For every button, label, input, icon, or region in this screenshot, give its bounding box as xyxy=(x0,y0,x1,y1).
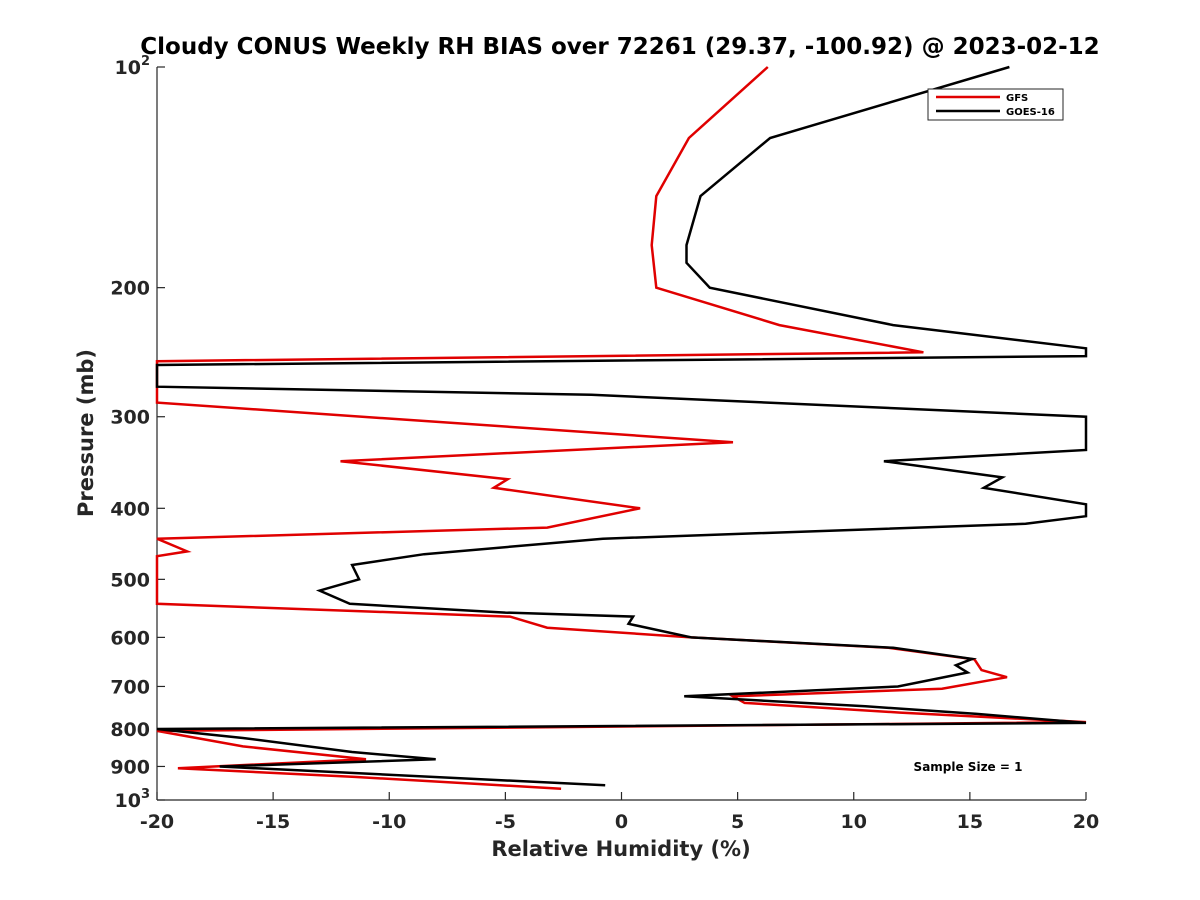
y-tick-label: 700 xyxy=(110,676,150,698)
y-tick-label: 500 xyxy=(110,569,150,591)
y-tick-label: 300 xyxy=(110,407,150,429)
y-tick-label: 800 xyxy=(110,719,150,741)
x-tick-label: -15 xyxy=(256,811,290,833)
x-tick-label: 20 xyxy=(1073,811,1099,833)
x-tick-label: 0 xyxy=(615,811,628,833)
x-tick-label: 5 xyxy=(731,811,744,833)
legend-label-goes16: GOES-16 xyxy=(1006,107,1055,118)
y-tick-label: 200 xyxy=(110,278,150,300)
legend-label-gfs: GFS xyxy=(1006,93,1028,104)
chart-title: Cloudy CONUS Weekly RH BIAS over 72261 (… xyxy=(140,34,1099,60)
y-tick-label: 900 xyxy=(110,756,150,778)
series-line-goes16 xyxy=(155,65,1088,787)
y-tick-label: 102 xyxy=(115,54,151,79)
x-tick-label: 10 xyxy=(841,811,867,833)
x-axis-label: Relative Humidity (%) xyxy=(491,837,750,861)
series-line-gfs xyxy=(155,66,1087,790)
x-axis-ticks: -20 -15 -10 -5 0 5 10 15 20 xyxy=(140,792,1099,833)
x-tick-label: 15 xyxy=(957,811,983,833)
y-axis-label: Pressure (mb) xyxy=(74,349,98,517)
y-tick-label: 600 xyxy=(110,627,150,649)
legend: GFS GOES-16 xyxy=(927,88,1064,121)
series-lines xyxy=(155,65,1088,790)
x-tick-label: -5 xyxy=(495,811,516,833)
y-tick-label: 103 xyxy=(115,787,151,812)
y-tick-label: 400 xyxy=(110,498,150,520)
x-tick-label: -10 xyxy=(372,811,406,833)
x-tick-label: -20 xyxy=(140,811,174,833)
legend-box xyxy=(927,88,1064,121)
y-axis-ticks: 102 200 300 400 500 600 700 800 900 103 xyxy=(110,54,165,812)
sample-size-annotation: Sample Size = 1 xyxy=(914,760,1023,774)
